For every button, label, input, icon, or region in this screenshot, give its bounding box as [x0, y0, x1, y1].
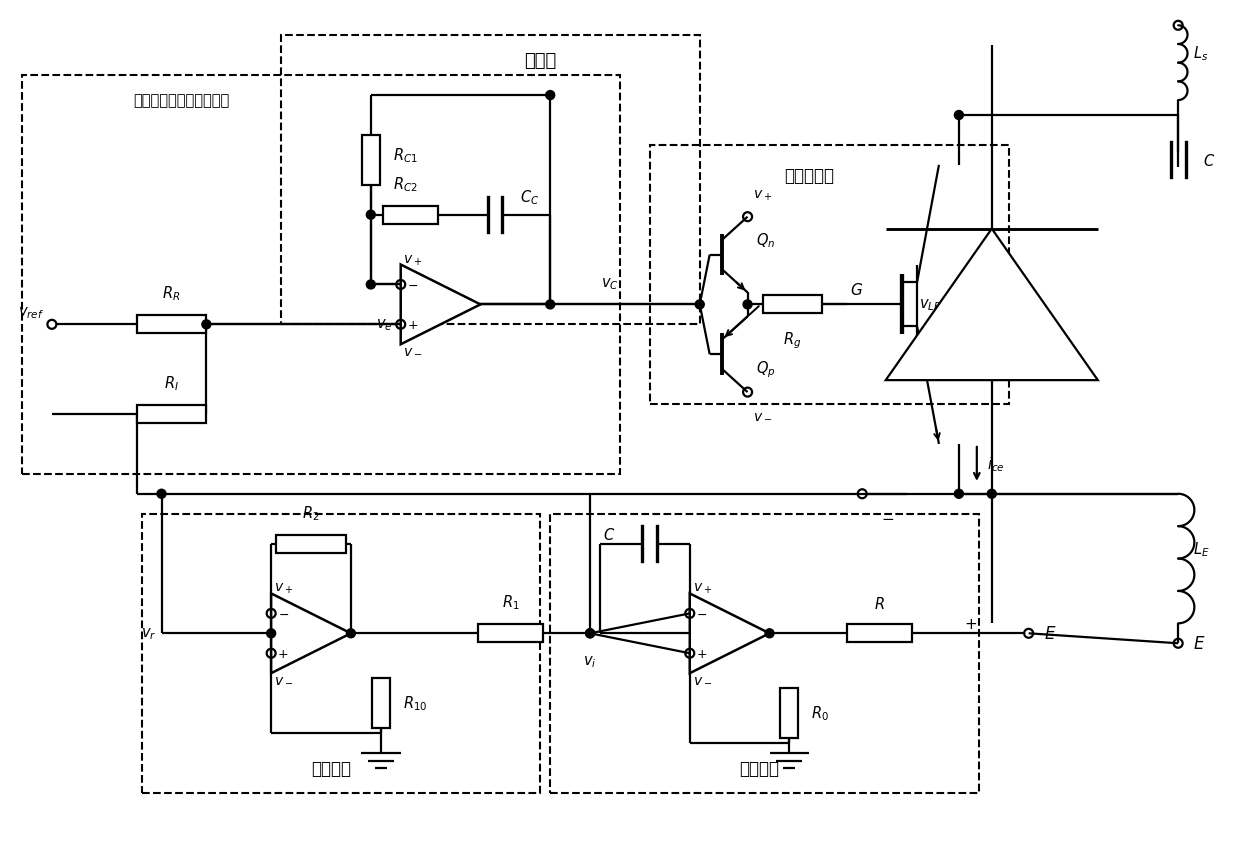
Bar [383, 207, 438, 225]
Circle shape [546, 300, 554, 310]
Text: $v_+$: $v_+$ [753, 188, 771, 203]
Bar [477, 625, 543, 642]
Text: $+$: $+$ [963, 616, 977, 631]
Text: $i_{ce}$: $i_{ce}$ [987, 455, 1004, 473]
Bar [22, 76, 620, 474]
Text: 积分电路: 积分电路 [739, 759, 780, 777]
Text: $R_g$: $R_g$ [784, 330, 801, 350]
Text: $+$: $+$ [696, 647, 707, 660]
Text: $R_2$: $R_2$ [303, 503, 320, 522]
Circle shape [366, 211, 376, 220]
Text: $v_+$: $v_+$ [403, 253, 422, 268]
Polygon shape [401, 265, 480, 345]
Text: $v_+$: $v_+$ [693, 582, 712, 596]
Text: $v_-$: $v_-$ [693, 671, 712, 685]
Circle shape [546, 91, 554, 100]
Circle shape [157, 490, 166, 499]
Text: $-$: $-$ [880, 509, 894, 524]
Text: $R$: $R$ [874, 596, 884, 612]
Bar [372, 679, 389, 728]
Text: $R_1$: $R_1$ [501, 593, 520, 612]
Text: $+$: $+$ [407, 318, 418, 332]
Text: $v_{ref}$: $v_{ref}$ [17, 306, 43, 321]
Bar [362, 136, 379, 186]
Circle shape [366, 281, 376, 289]
Bar [847, 625, 911, 642]
Bar [136, 316, 206, 334]
Text: $-$: $-$ [696, 607, 707, 620]
Text: $R_I$: $R_I$ [164, 374, 179, 392]
Bar [136, 406, 206, 424]
Text: $v_-$: $v_-$ [274, 671, 294, 685]
Text: $-$: $-$ [407, 279, 418, 292]
Bar [281, 36, 699, 325]
Text: $R_0$: $R_0$ [811, 704, 830, 722]
Text: $Q_n$: $Q_n$ [755, 231, 775, 250]
Text: $C$: $C$ [603, 526, 615, 542]
Text: $Q_p$: $Q_p$ [755, 360, 775, 380]
Text: $-$: $-$ [278, 607, 289, 620]
Text: $v_{LE}$: $v_{LE}$ [919, 297, 942, 313]
Text: 主驱动电路: 主驱动电路 [785, 166, 835, 185]
Polygon shape [689, 593, 770, 674]
Text: $C$: $C$ [1203, 153, 1215, 169]
Text: $R_{10}$: $R_{10}$ [403, 694, 427, 712]
Text: $v_r$: $v_r$ [141, 625, 156, 641]
Bar [763, 296, 822, 314]
Circle shape [955, 111, 963, 121]
Bar [780, 689, 799, 738]
Polygon shape [272, 593, 351, 674]
Text: $L_E$: $L_E$ [1193, 539, 1210, 558]
Circle shape [743, 300, 753, 310]
Bar [277, 535, 346, 553]
Text: $v_i$: $v_i$ [583, 653, 596, 669]
Circle shape [585, 629, 595, 638]
Text: $v_e$: $v_e$ [376, 317, 393, 333]
Circle shape [585, 629, 595, 638]
Text: $E$: $E$ [1044, 625, 1056, 642]
Text: $R_{C2}$: $R_{C2}$ [393, 175, 418, 193]
Text: $v_C$: $v_C$ [601, 276, 619, 292]
Text: $v_-$: $v_-$ [403, 343, 422, 357]
Circle shape [267, 629, 275, 638]
Circle shape [987, 490, 996, 499]
Circle shape [955, 490, 963, 499]
Text: $C_C$: $C_C$ [521, 188, 539, 207]
Polygon shape [885, 230, 1097, 381]
Text: $G$: $G$ [851, 282, 863, 298]
Text: 调节器: 调节器 [525, 52, 557, 70]
Circle shape [202, 321, 211, 329]
Text: $R_{C1}$: $R_{C1}$ [393, 146, 418, 165]
Bar [551, 514, 978, 793]
Text: $v_-$: $v_-$ [753, 408, 771, 421]
Text: $E$: $E$ [1193, 635, 1205, 652]
Text: 放大电路: 放大电路 [311, 759, 351, 777]
Circle shape [696, 300, 704, 310]
Text: 反馈与参考信号比较电路: 反馈与参考信号比较电路 [134, 94, 229, 108]
Text: $L_s$: $L_s$ [1193, 45, 1209, 63]
Text: $v_+$: $v_+$ [274, 582, 294, 596]
Bar [650, 146, 1008, 404]
Bar [141, 514, 541, 793]
Text: $R_R$: $R_R$ [162, 284, 181, 303]
Circle shape [765, 629, 774, 638]
Circle shape [346, 629, 356, 638]
Text: $+$: $+$ [278, 647, 289, 660]
